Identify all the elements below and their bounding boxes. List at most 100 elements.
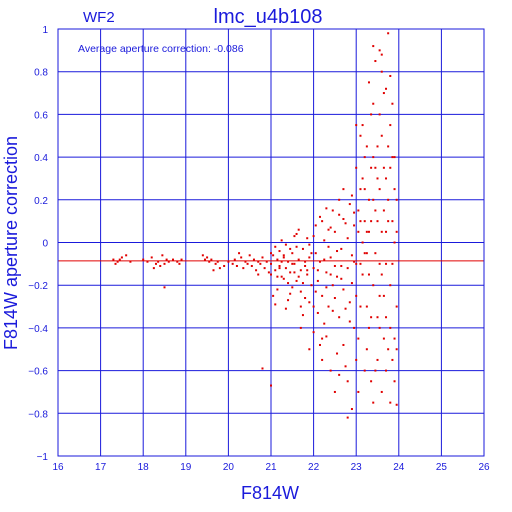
data-point	[361, 177, 364, 180]
data-point	[365, 145, 368, 148]
data-point	[346, 380, 349, 383]
data-point	[333, 264, 336, 267]
data-point	[280, 260, 283, 263]
data-point	[257, 273, 260, 276]
data-point	[272, 294, 275, 297]
data-point	[374, 252, 377, 255]
data-point	[214, 262, 217, 265]
data-point	[333, 230, 336, 233]
y-tick-label: −0.2	[28, 281, 48, 292]
data-point	[344, 365, 347, 368]
data-point	[306, 237, 309, 240]
data-point	[282, 254, 285, 257]
data-point	[261, 256, 264, 259]
data-point	[248, 254, 251, 257]
data-point	[180, 258, 183, 261]
data-point	[257, 260, 260, 263]
data-point	[365, 348, 368, 351]
data-point	[159, 264, 162, 267]
y-tick-label: 0.6	[34, 110, 48, 121]
data-point	[338, 373, 341, 376]
data-point	[299, 290, 302, 293]
data-point	[363, 156, 366, 159]
data-point	[346, 267, 349, 270]
data-point	[355, 262, 358, 265]
data-point	[235, 264, 238, 267]
data-point	[125, 254, 128, 257]
data-point	[321, 294, 324, 297]
data-point	[372, 284, 375, 287]
data-point	[327, 305, 330, 308]
data-point	[380, 273, 383, 276]
data-point	[380, 390, 383, 393]
data-point	[393, 380, 396, 383]
data-point	[210, 258, 213, 261]
data-point	[395, 198, 398, 201]
data-point	[297, 228, 300, 231]
data-point	[382, 92, 385, 95]
data-point	[278, 264, 281, 267]
data-point	[278, 267, 281, 270]
x-tick-label: 16	[52, 462, 64, 473]
data-point	[223, 264, 226, 267]
data-point	[348, 301, 351, 304]
data-point	[338, 198, 341, 201]
x-tick-label: 25	[436, 462, 448, 473]
data-point	[176, 260, 179, 263]
data-point	[301, 282, 304, 285]
data-point	[310, 252, 313, 255]
data-point	[357, 209, 360, 212]
data-point	[291, 252, 294, 255]
data-point	[370, 166, 373, 169]
data-point	[154, 262, 157, 265]
data-point	[350, 282, 353, 285]
data-point	[350, 194, 353, 197]
data-point	[346, 416, 349, 419]
points-layer	[112, 32, 398, 419]
data-point	[323, 322, 326, 325]
data-point	[376, 177, 379, 180]
data-point	[150, 256, 153, 259]
data-point	[363, 188, 366, 191]
data-point	[282, 256, 285, 259]
data-point	[393, 156, 396, 159]
data-point	[378, 262, 381, 265]
data-point	[161, 254, 164, 257]
data-point	[312, 331, 315, 334]
data-point	[112, 258, 115, 261]
data-point	[265, 260, 268, 263]
data-point	[329, 273, 332, 276]
data-point	[393, 188, 396, 191]
data-point	[250, 264, 253, 267]
data-point	[355, 358, 358, 361]
data-point	[342, 218, 345, 221]
data-point	[284, 267, 287, 270]
data-point	[306, 273, 309, 276]
data-point	[325, 271, 328, 274]
data-point	[301, 247, 304, 250]
data-point	[252, 258, 255, 261]
data-point	[391, 220, 394, 223]
data-point	[395, 403, 398, 406]
data-point	[325, 286, 328, 289]
data-point	[118, 258, 121, 261]
data-point	[355, 294, 358, 297]
data-point	[391, 358, 394, 361]
x-tick-label: 20	[223, 462, 235, 473]
data-point	[297, 258, 300, 261]
data-point	[367, 198, 370, 201]
data-point	[308, 348, 311, 351]
data-point	[378, 188, 381, 191]
data-point	[291, 286, 294, 289]
data-point	[385, 177, 388, 180]
data-point	[227, 260, 230, 263]
data-point	[348, 320, 351, 323]
x-tick-label: 18	[138, 462, 150, 473]
data-point	[336, 250, 339, 253]
data-point	[216, 260, 219, 263]
data-point	[393, 337, 396, 340]
y-tick-label: 0.8	[34, 68, 48, 79]
data-point	[276, 258, 279, 261]
data-point	[287, 282, 290, 285]
